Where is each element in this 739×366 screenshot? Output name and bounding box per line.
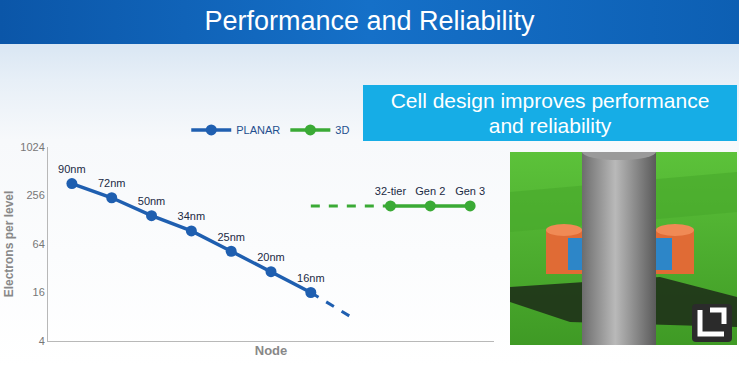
svg-text:3D: 3D <box>335 124 349 136</box>
svg-text:Gen 3: Gen 3 <box>455 185 485 197</box>
svg-text:50nm: 50nm <box>138 195 166 207</box>
svg-text:256: 256 <box>26 189 44 201</box>
svg-text:34nm: 34nm <box>178 210 206 222</box>
html-text:Performance and Reliability: Performance and Reliability <box>204 6 535 36</box>
svg-text:4: 4 <box>39 335 45 347</box>
svg-text:16: 16 <box>33 286 45 298</box>
svg-text:90nm: 90nm <box>58 163 86 175</box>
svg-text:72nm: 72nm <box>98 177 126 189</box>
svg-text:32-tier: 32-tier <box>375 185 407 197</box>
svg-text:20nm: 20nm <box>257 251 285 263</box>
svg-text:Electrons per level: Electrons per level <box>2 191 16 298</box>
svg-text:64: 64 <box>33 238 45 250</box>
svg-text:Node: Node <box>255 343 288 358</box>
html-text:Cell design improves performan: Cell design improves performance and rel… <box>390 89 710 137</box>
svg-text:Gen 2: Gen 2 <box>415 185 445 197</box>
svg-text:PLANAR: PLANAR <box>236 124 280 136</box>
svg-text:1024: 1024 <box>20 141 44 153</box>
svg-text:16nm: 16nm <box>297 272 325 284</box>
svg-text:25nm: 25nm <box>217 231 245 243</box>
